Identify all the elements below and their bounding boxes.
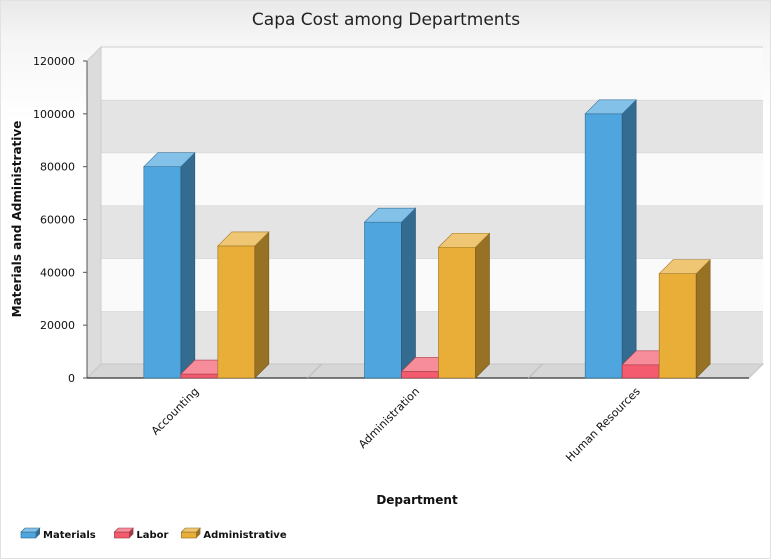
y-tick-label: 100000 <box>33 108 75 121</box>
bar-administrative <box>437 232 491 379</box>
legend-label: Administrative <box>203 530 286 541</box>
bar-side <box>695 258 711 379</box>
bar-front <box>584 113 623 379</box>
plot-band <box>101 205 763 259</box>
plot-background <box>85 45 765 380</box>
legend-item-labor: Labor <box>113 527 169 541</box>
bar-front <box>364 221 402 379</box>
chart-title: Capa Cost among Departments <box>252 10 520 30</box>
plot-band <box>101 99 763 153</box>
y-tick-label: 40000 <box>40 266 75 279</box>
bar-top <box>437 232 491 248</box>
plot-band <box>101 152 763 206</box>
x-tick-label: Human Resources <box>563 385 643 465</box>
plot-band <box>101 258 763 312</box>
bar-administrative <box>217 231 270 379</box>
y-tick-label: 20000 <box>40 319 75 332</box>
bar-top <box>658 259 711 274</box>
x-axis-title: Department <box>376 493 458 507</box>
bar-front <box>438 246 476 379</box>
legend-swatch <box>20 531 37 539</box>
bar-front <box>217 245 256 379</box>
side-wall <box>86 45 102 380</box>
bar-materials <box>363 207 417 379</box>
y-tick-label: 60000 <box>40 214 75 227</box>
y-tick-label: 0 <box>68 372 75 385</box>
bar-materials <box>143 151 196 379</box>
legend-swatch-side <box>196 528 201 538</box>
bar-top <box>217 231 270 247</box>
bar-front <box>401 371 439 379</box>
bar-top <box>363 207 417 223</box>
bar-side <box>401 207 416 379</box>
category-divider <box>527 363 543 379</box>
legend-swatch <box>181 531 197 539</box>
legend-swatch <box>114 531 130 539</box>
legend-swatch-side <box>36 528 40 538</box>
bar-top <box>143 152 196 167</box>
bar-top <box>584 99 637 115</box>
bar-side <box>475 232 490 379</box>
bar-front <box>143 166 182 379</box>
legend-item-materials: Materials <box>20 527 96 541</box>
bar-front <box>621 364 660 379</box>
bar-front <box>658 273 697 379</box>
legend-label: Labor <box>136 530 168 541</box>
bar-side <box>621 99 637 379</box>
legend-swatch-side <box>129 528 134 538</box>
legend-item-administrative: Administrative <box>180 527 287 541</box>
bar-side <box>254 231 270 379</box>
plot-band <box>101 47 763 100</box>
x-tick-label: Accounting <box>149 385 202 438</box>
y-axis-title: Materials and Administrative <box>10 121 24 318</box>
x-tick-label: Administration <box>356 385 422 451</box>
y-tick-label: 80000 <box>40 161 75 174</box>
bar-front <box>180 373 219 379</box>
y-tick-label: 120000 <box>33 55 75 68</box>
legend: Materials Labor Administrative <box>20 527 287 541</box>
bar-administrative <box>658 258 711 379</box>
bar-materials <box>584 99 637 379</box>
bar-side <box>180 151 196 379</box>
legend-label: Materials <box>43 530 96 541</box>
bars <box>143 99 711 379</box>
category-divider <box>307 363 323 379</box>
